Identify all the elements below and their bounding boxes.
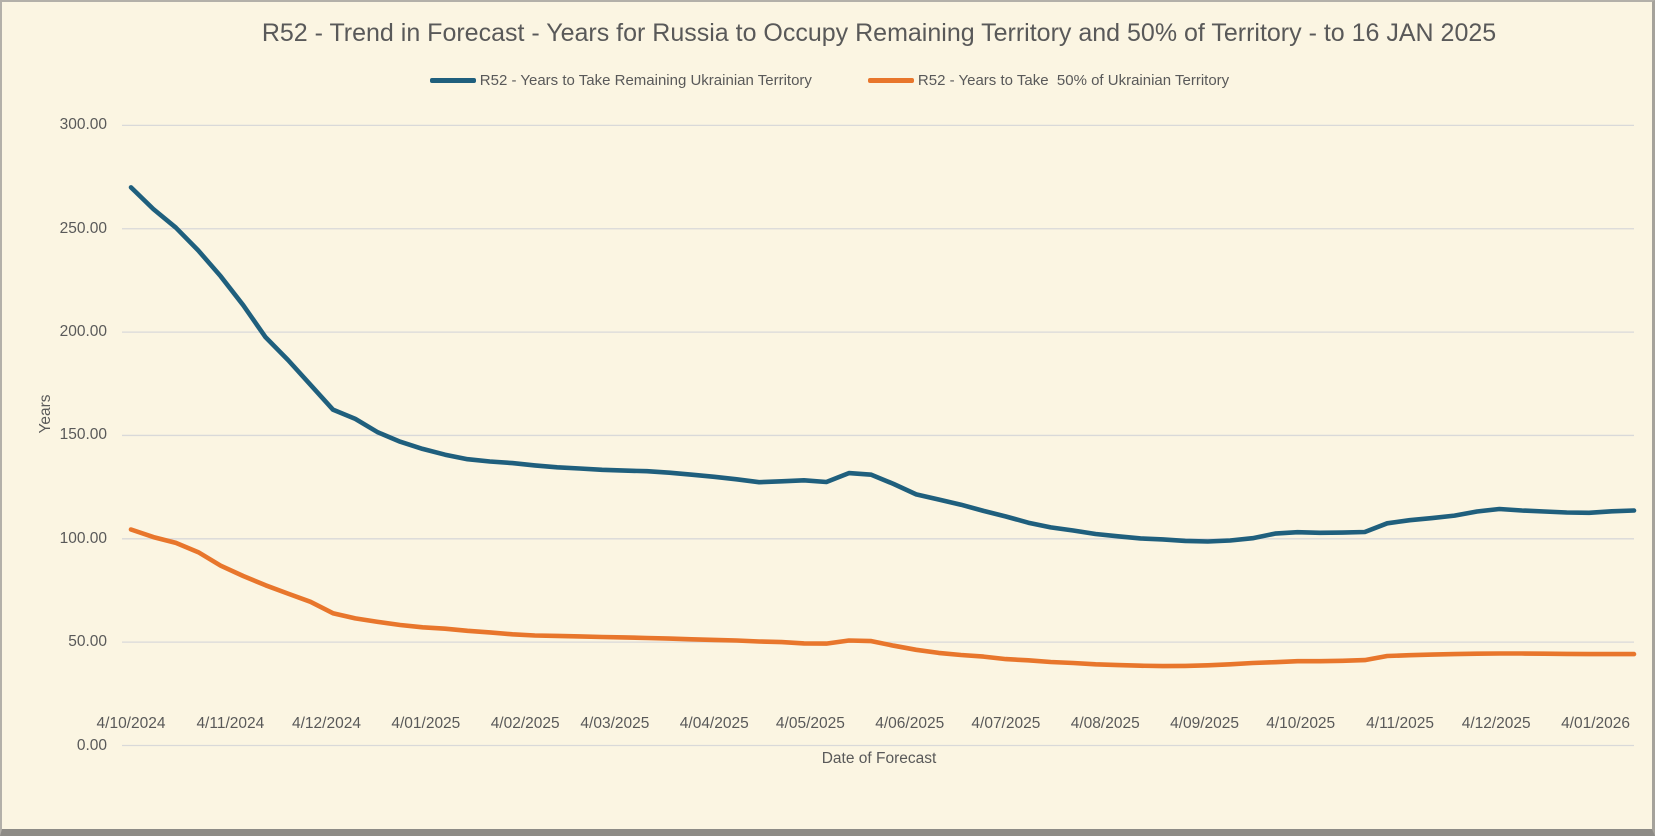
x-tick-label: 4/07/2025 — [971, 715, 1041, 732]
y-tick-label: 150.00 — [59, 426, 107, 444]
y-tick-label: 0.00 — [76, 736, 107, 754]
y-tick-label: 100.00 — [59, 529, 107, 547]
x-tick-label: 4/06/2025 — [875, 715, 945, 732]
y-axis-title: Years — [37, 394, 54, 434]
x-tick-label: 4/03/2025 — [580, 715, 650, 732]
series-line-1 — [128, 527, 1637, 669]
x-tick-label: 4/02/2025 — [490, 715, 560, 732]
x-tick-label: 4/04/2025 — [679, 715, 749, 732]
y-tick-label: 200.00 — [59, 323, 107, 341]
x-tick-label: 4/08/2025 — [1070, 715, 1140, 732]
x-tick-label: 4/11/2025 — [1366, 715, 1434, 732]
y-tick-label: 250.00 — [59, 219, 107, 237]
x-tick-label: 4/01/2026 — [1561, 715, 1631, 732]
x-tick-label: 4/12/2024 — [292, 715, 361, 732]
chart-title: R52 - Trend in Forecast - Years for Russ… — [261, 19, 1497, 47]
x-tick-label: 4/10/2024 — [96, 715, 166, 732]
legend-line-swatch-orange — [867, 78, 914, 83]
legend-line-swatch-blue — [429, 78, 476, 83]
legend: R52 - Years to Take Remaining Ukrainian … — [2, 72, 1652, 89]
x-tick-label: 4/11/2024 — [196, 715, 265, 732]
y-tick-label: 300.00 — [59, 116, 107, 134]
x-tick-label: 4/10/2025 — [1266, 715, 1336, 732]
series-line-0 — [128, 185, 1637, 544]
y-tick-label: 50.00 — [68, 633, 107, 651]
legend-label: R52 - Years to Take 50% of Ukrainian Ter… — [917, 72, 1230, 89]
x-tick-label: 4/09/2025 — [1170, 715, 1240, 732]
x-tick-label: 4/01/2025 — [391, 715, 461, 732]
legend-label: R52 - Years to Take Remaining Ukrainian … — [479, 72, 812, 89]
x-tick-label: 4/05/2025 — [775, 715, 845, 732]
legend-item-remaining-territory: R52 - Years to Take Remaining Ukrainian … — [429, 72, 812, 89]
x-tick-label: 4/12/2025 — [1461, 715, 1531, 732]
x-axis-title: Date of Forecast — [821, 750, 937, 767]
legend-item-50pct-territory: R52 - Years to Take 50% of Ukrainian Ter… — [867, 72, 1230, 89]
